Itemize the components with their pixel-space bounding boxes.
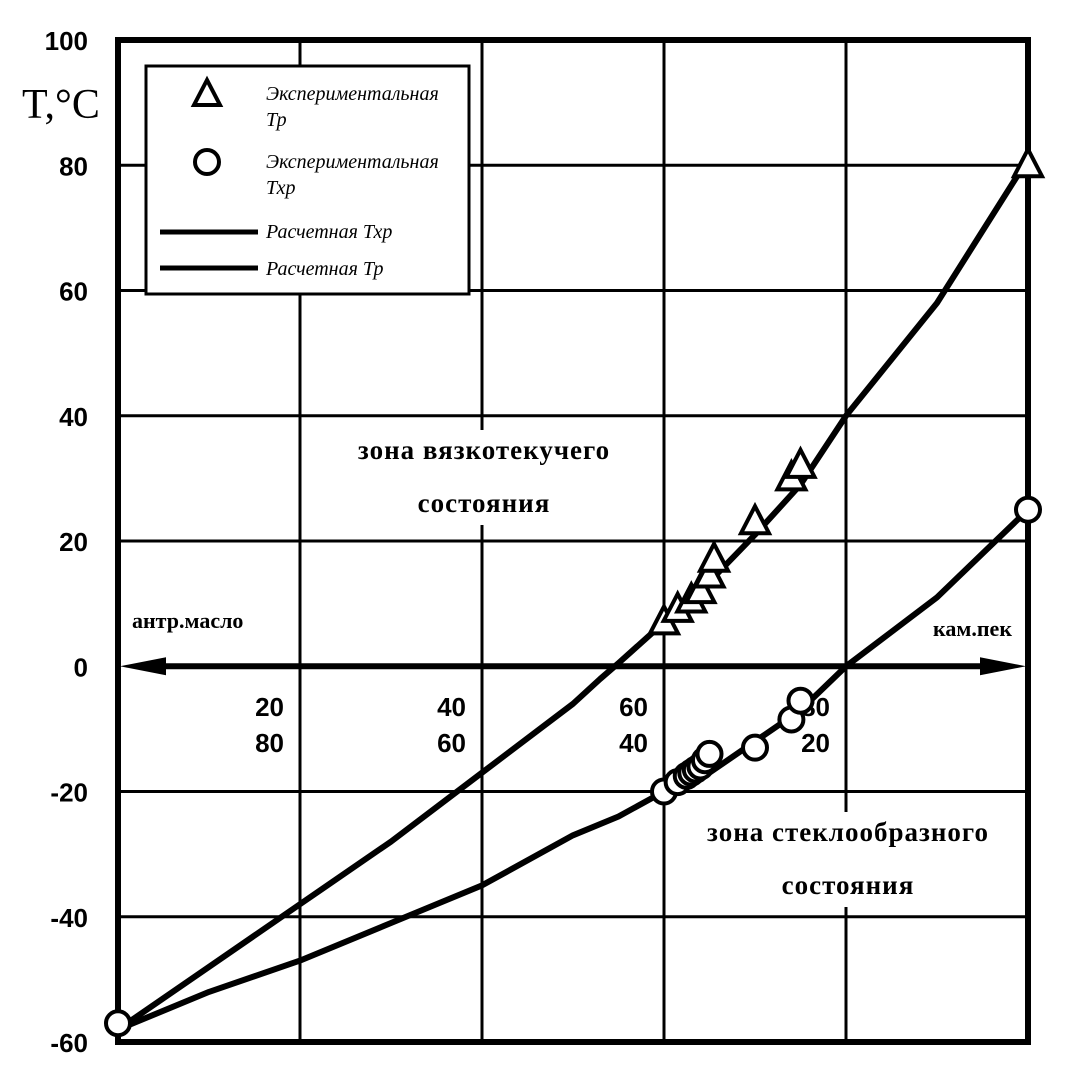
zone-label-lower-line2: состояния (782, 870, 915, 900)
y-tick-label: 20 (59, 527, 88, 557)
y-tick-label: 80 (59, 151, 88, 181)
series-line (116, 157, 1031, 1032)
y-tick-label: -40 (50, 903, 88, 933)
zone-label-upper-line2: состояния (418, 488, 551, 518)
y-tick-label: 60 (59, 277, 88, 307)
x-tick-label-top: 60 (619, 692, 648, 722)
triangle-point (783, 445, 818, 479)
x-tick-label-bottom: 60 (437, 728, 466, 758)
zone-label-bg-lower (682, 812, 1012, 907)
circle-point (741, 733, 769, 762)
y-tick-label: 0 (74, 652, 88, 682)
legend-label: Расчетная Тр (265, 258, 384, 280)
legend-circle-marker (193, 148, 221, 176)
circle-point (104, 1009, 132, 1038)
legend-label: Экспериментальная (266, 151, 439, 173)
y-tick-label: 40 (59, 402, 88, 432)
zone-label-upper-line1: зона вязкотекучего (358, 435, 610, 465)
x-tick-label-bottom: 40 (619, 728, 648, 758)
legend-label: Тхр (266, 177, 296, 199)
x-tick-label-bottom: 80 (255, 728, 284, 758)
grid (118, 40, 1028, 1042)
legend-label: Тр (266, 109, 287, 131)
circle-point (1014, 495, 1042, 524)
y-tick-label: -60 (50, 1028, 88, 1058)
x-tick-label-top: 20 (255, 692, 284, 722)
legend: Экспериментальная Тр Экспериментальная Тхр Р… (144, 64, 471, 296)
triangle-point (1010, 144, 1046, 179)
circle-point (695, 739, 724, 768)
triangle-point (683, 570, 718, 605)
x-end-label-left: антр.масло (132, 608, 243, 633)
circle-point (786, 686, 815, 715)
series-line (116, 507, 1031, 1033)
triangle-point (696, 539, 732, 573)
zone-label-bg-upper (320, 430, 650, 525)
x-tick-label-top: 40 (437, 692, 466, 722)
annotations: зона вязкотекучего состояния зона стеклооб… (320, 430, 1012, 907)
x-axis-arrow-left (120, 657, 166, 676)
y-axis: 100 80 60 40 20 0 -20 -40 -60 T,°C (22, 26, 100, 1058)
series-group (104, 144, 1046, 1038)
x-tick-label-bottom: 20 (801, 728, 830, 758)
x-end-label-right: кам.пек (933, 616, 1012, 641)
x-axis-arrow-right (980, 657, 1026, 676)
legend-label: Расчетная Тхр (265, 221, 392, 243)
y-axis-label: T,°C (22, 82, 100, 128)
triangle-point (737, 501, 773, 536)
zone-label-lower-line1: зона стеклообразного (707, 817, 989, 847)
plot-frame (115, 37, 1031, 1045)
legend-label: Экспериментальная (266, 83, 439, 105)
legend-triangle-marker (190, 75, 224, 107)
y-tick-label: 100 (45, 26, 88, 56)
triangle-point (692, 555, 727, 589)
y-tick-label: -20 (50, 778, 88, 808)
